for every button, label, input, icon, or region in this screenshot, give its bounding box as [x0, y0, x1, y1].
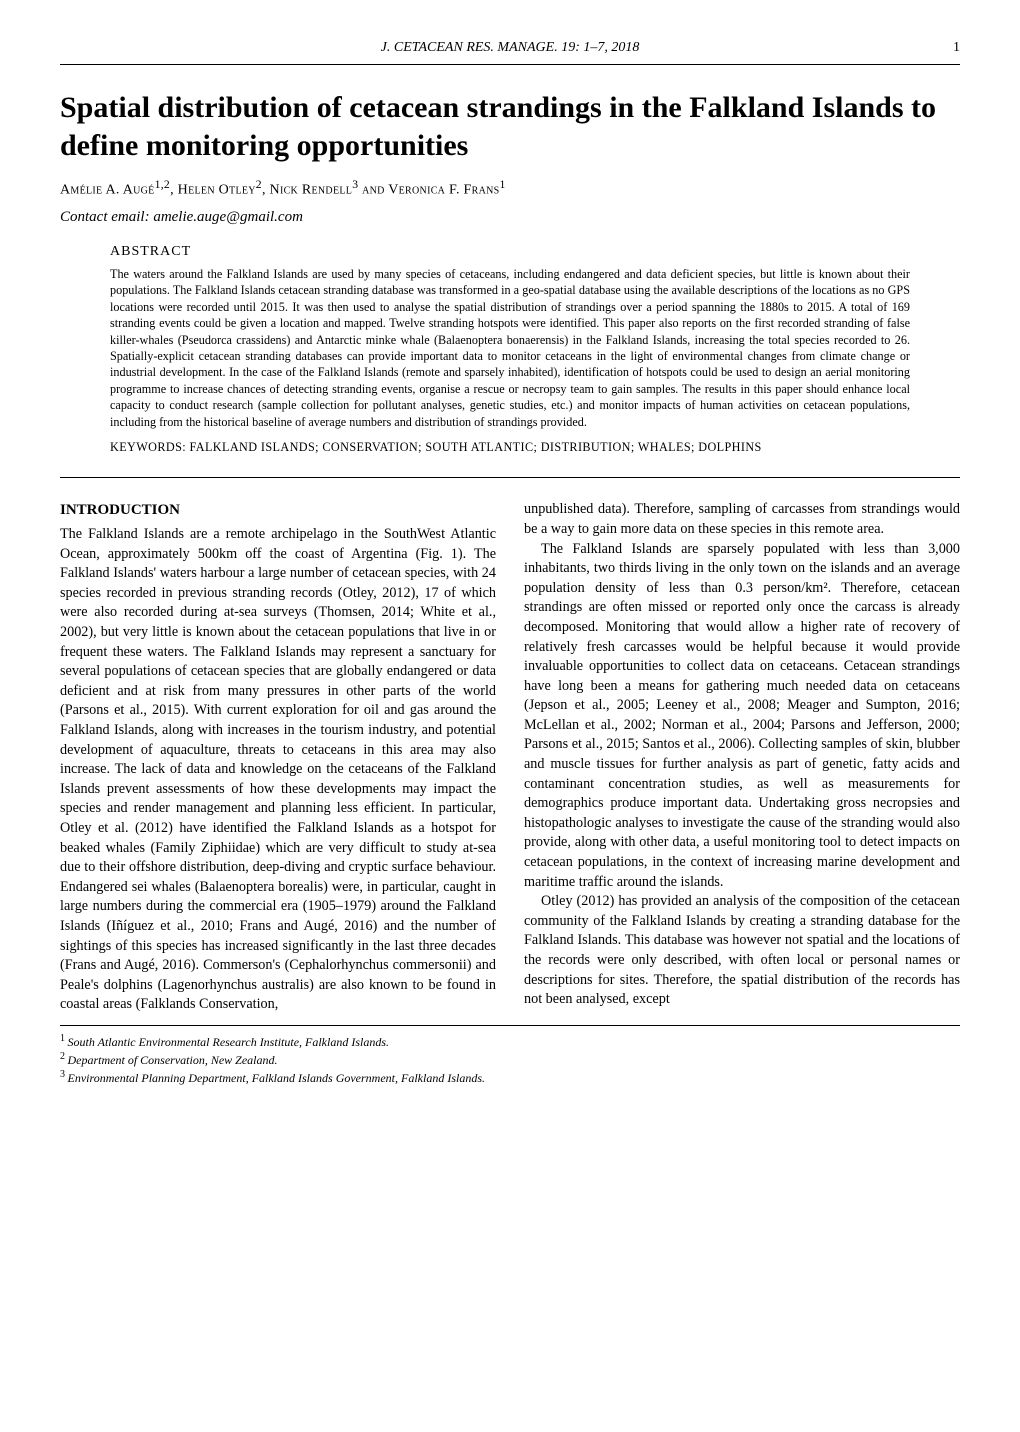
author-2: , Helen Otley	[170, 183, 256, 198]
author-4: and Veronica F. Frans	[358, 183, 499, 198]
footnote-2: 2 Department of Conservation, New Zealan…	[60, 1050, 960, 1068]
abstract-block: ABSTRACT The waters around the Falkland …	[110, 244, 910, 456]
footnote-2-text: Department of Conservation, New Zealand.	[68, 1053, 278, 1067]
body-columns: INTRODUCTION The Falkland Islands are a …	[60, 500, 960, 1015]
footnote-1-text: South Atlantic Environmental Research In…	[68, 1035, 390, 1049]
footnote-1: 1 South Atlantic Environmental Research …	[60, 1032, 960, 1050]
contact-email: Contact email: amelie.auge@gmail.com	[60, 209, 960, 226]
intro-paragraph-2: unpublished data). Therefore, sampling o…	[524, 500, 960, 539]
footnote-2-num: 2	[60, 1051, 68, 1062]
running-header: J. CETACEAN RES. MANAGE. 19: 1–7, 2018 1	[60, 40, 960, 56]
introduction-heading: INTRODUCTION	[60, 500, 496, 521]
author-1: Amélie A. Augé	[60, 183, 155, 198]
page-number: 1	[953, 40, 960, 56]
affil-sup-1: 1,2	[155, 178, 170, 191]
footnote-3-num: 3	[60, 1069, 68, 1080]
article-title: Spatial distribution of cetacean strandi…	[60, 89, 960, 164]
footnote-rule	[60, 1025, 960, 1026]
intro-paragraph-4: Otley (2012) has provided an analysis of…	[524, 892, 960, 1010]
keywords-line: KEYWORDS: FALKLAND ISLANDS; CONSERVATION…	[110, 440, 910, 455]
journal-citation: J. CETACEAN RES. MANAGE. 19: 1–7, 2018	[381, 40, 640, 55]
footnote-3: 3 Environmental Planning Department, Fal…	[60, 1068, 960, 1086]
author-line: Amélie A. Augé1,2, Helen Otley2, Nick Re…	[60, 178, 960, 199]
footnote-3-text: Environmental Planning Department, Falkl…	[68, 1071, 486, 1085]
affil-sup-4: 1	[500, 178, 506, 191]
intro-paragraph-1: The Falkland Islands are a remote archip…	[60, 525, 496, 1015]
intro-paragraph-3: The Falkland Islands are sparsely popula…	[524, 540, 960, 893]
top-rule	[60, 64, 960, 65]
affiliation-footnotes: 1 South Atlantic Environmental Research …	[60, 1032, 960, 1087]
footnote-1-num: 1	[60, 1033, 68, 1044]
abstract-text: The waters around the Falkland Islands a…	[110, 266, 910, 431]
mid-rule	[60, 477, 960, 478]
abstract-heading: ABSTRACT	[110, 244, 910, 260]
author-3: , Nick Rendell	[262, 183, 352, 198]
